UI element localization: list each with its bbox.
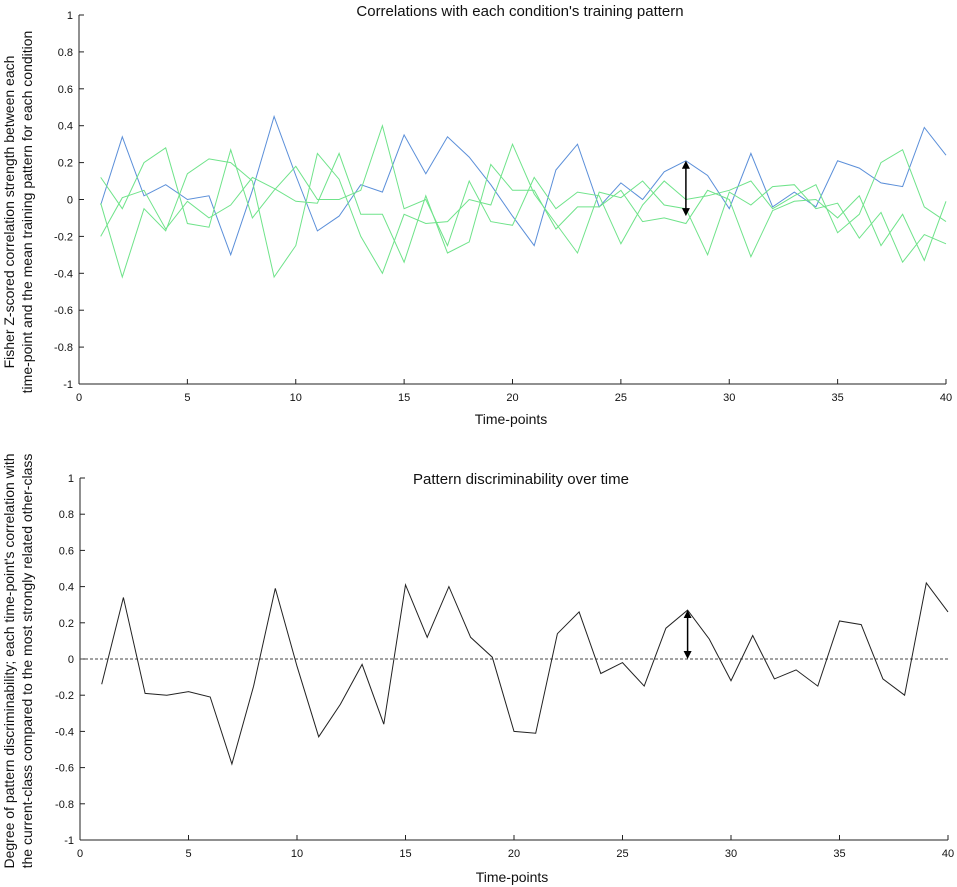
x-tick-label: 20	[506, 392, 518, 404]
y-tick-label: -1	[64, 835, 74, 847]
x-tick-label: 25	[615, 392, 627, 404]
x-tick-label: 40	[942, 848, 954, 860]
series-line-1	[101, 581, 949, 766]
chart-title: Pattern discriminability over time	[413, 471, 629, 488]
x-tick-label: 25	[616, 848, 628, 860]
y-tick-label: -0.8	[55, 799, 74, 811]
y-tick-label: -0.4	[55, 726, 74, 738]
x-tick-label: 15	[398, 392, 410, 404]
panel-correlations: Correlations with each condition's train…	[1, 3, 952, 427]
series-line-3	[100, 142, 947, 279]
y-tick-label: 0	[67, 195, 73, 207]
y-tick-label: -0.6	[54, 305, 73, 317]
y-tick-label: 1	[68, 473, 74, 485]
y-axis-label-line-2: time-point and the mean training pattern…	[19, 31, 35, 394]
panel-discriminability: Pattern discriminability over time Degre…	[1, 453, 954, 885]
x-axis-label: Time-points	[476, 869, 549, 885]
y-axis-label-line-2: the current-class compared to the most s…	[19, 454, 35, 869]
y-tick-label: 0.2	[58, 158, 73, 170]
series-line-2	[100, 123, 947, 247]
y-tick-label: 0.4	[59, 582, 74, 594]
series-line-1	[100, 114, 947, 257]
x-tick-label: 30	[725, 848, 737, 860]
x-tick-label: 20	[508, 848, 520, 860]
y-tick-label: -0.2	[55, 690, 74, 702]
y-tick-label: 0.8	[59, 509, 74, 521]
x-tick-label: 35	[832, 392, 844, 404]
y-tick-label: 0.2	[59, 618, 74, 630]
y-tick-label: -0.6	[55, 763, 74, 775]
y-tick-label: -0.2	[54, 231, 73, 243]
x-tick-label: 35	[833, 848, 845, 860]
series-line-4	[100, 152, 947, 264]
y-tick-label: 0.6	[59, 545, 74, 557]
chart-title: Correlations with each condition's train…	[356, 3, 683, 20]
x-tick-label: 10	[291, 848, 303, 860]
x-tick-label: 0	[76, 392, 82, 404]
y-tick-label: 0.6	[58, 84, 73, 96]
y-tick-label: 0	[68, 654, 74, 666]
y-axis-label-line-1: Fisher Z-scored correlation strength bet…	[1, 56, 17, 369]
x-tick-label: 5	[184, 392, 190, 404]
x-tick-label: 5	[185, 848, 191, 860]
y-tick-label: -0.4	[54, 268, 73, 280]
y-tick-label: 0.8	[58, 47, 73, 59]
x-tick-label: 10	[290, 392, 302, 404]
x-tick-label: 0	[77, 848, 83, 860]
y-tick-label: -1	[63, 379, 73, 391]
x-tick-label: 30	[723, 392, 735, 404]
y-tick-label: 1	[67, 10, 73, 22]
x-tick-label: 40	[940, 392, 952, 404]
y-axis-label-line-1: Degree of pattern discriminability; each…	[1, 453, 17, 868]
x-tick-label: 15	[399, 848, 411, 860]
x-axis-label: Time-points	[475, 411, 548, 427]
y-tick-label: -0.8	[54, 342, 73, 354]
y-tick-label: 0.4	[58, 121, 73, 133]
